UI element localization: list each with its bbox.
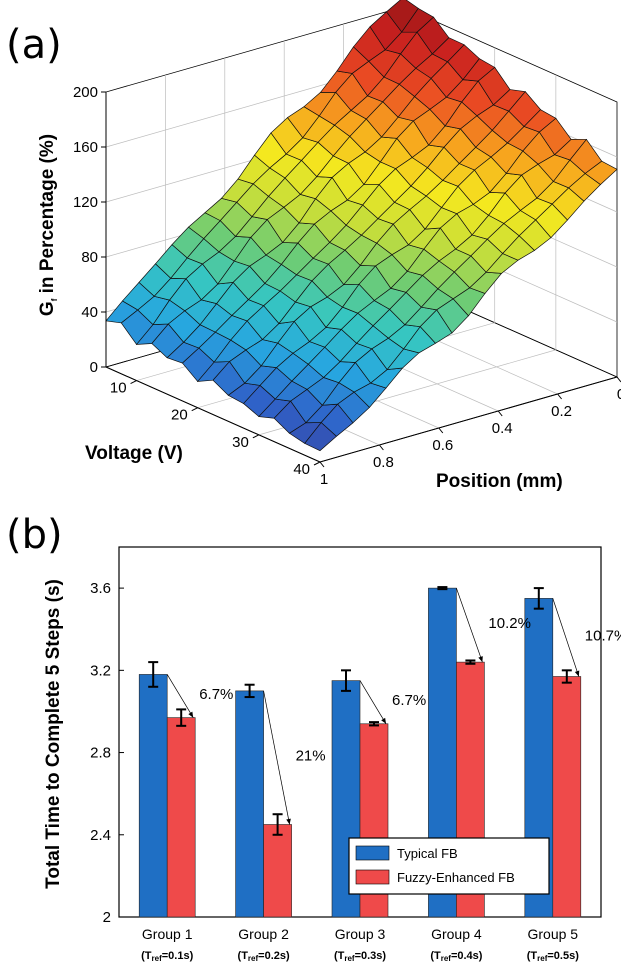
surface-plot: 0 40 80 120 160 200 10 20 30 40 1 0.8 0.6 0.4 0.2 0 G…: [37, 0, 621, 492]
position-axis-line: [319, 376, 618, 463]
voltage-axis-title: Voltage (V): [85, 443, 183, 464]
position-tick-mark: [497, 410, 503, 417]
bar-fuzzy: [263, 824, 292, 918]
bar-typical: [138, 674, 168, 918]
group-label: Group 3: [335, 926, 386, 942]
legend-label-typical: Typical FB: [397, 846, 458, 861]
y-tick-label: 3.6: [90, 580, 111, 597]
voltage-tick-label: 30: [232, 434, 249, 451]
z-tick-label: 120: [73, 194, 98, 211]
position-tick-mark: [616, 376, 621, 383]
legend: Typical FB Fuzzy-Enhanced FB: [348, 837, 550, 895]
voltage-tick-label: 40: [293, 461, 310, 478]
reduction-arrow: [456, 587, 483, 663]
voltage-tick-mark: [252, 434, 260, 439]
z-tick-label: 200: [73, 84, 98, 101]
reduction-arrow: [552, 598, 580, 677]
y-tick-label: 2.4: [90, 827, 111, 844]
voltage-tick-mark: [130, 380, 137, 385]
voltage-tick-label: 10: [110, 380, 127, 397]
bar-fuzzy: [166, 717, 196, 918]
tref-label: (Tref=0.2s): [238, 950, 290, 963]
tref-label: (Tref=0.1s): [141, 950, 193, 963]
group-label: Group 1: [142, 926, 193, 942]
reduction-arrowhead: [381, 717, 386, 724]
reduction-arrow: [359, 680, 387, 724]
z-tick-label: 80: [81, 249, 98, 266]
voltage-tick-mark: [313, 461, 321, 466]
voltage-axis-ticks: 10 20 30 40: [110, 380, 321, 478]
voltage-tick-mark: [191, 407, 198, 412]
position-tick-mark: [319, 461, 325, 468]
position-tick-label: 0.2: [551, 403, 572, 420]
y-tick-label: 2: [103, 909, 111, 926]
tref-label: (Tref=0.4s): [430, 950, 482, 963]
position-axis-ticks: 1 0.8 0.6 0.4 0.2 0: [319, 376, 621, 488]
voltage-axis-line: [105, 366, 321, 463]
position-tick-label: 0.4: [492, 420, 513, 437]
legend-label-fuzzy: Fuzzy-Enhanced FB: [397, 870, 515, 885]
reduction-label: 10.7%: [585, 627, 621, 644]
position-tick-label: 0.6: [432, 437, 453, 454]
voltage-tick-label: 20: [171, 407, 188, 424]
reduction-label: 6.7%: [392, 692, 426, 709]
group-label: Group 5: [528, 926, 579, 942]
z-axis-ticks: 0 40 80 120 160 200: [73, 84, 106, 376]
position-tick-mark: [557, 393, 562, 400]
legend-swatch-typical: [355, 845, 390, 861]
position-tick-mark: [438, 427, 444, 434]
bar-y-axis-ticks: 2 2.4 2.8 3.2 3.6: [90, 580, 124, 926]
reduction-label: 10.2%: [488, 615, 531, 632]
reduction-arrow: [263, 690, 290, 825]
panel-b-label: (b): [6, 512, 63, 558]
position-tick-label: 0: [617, 386, 621, 403]
group-label: Group 4: [431, 926, 482, 942]
reduction-label: 21%: [296, 748, 326, 765]
reduction-arrowhead: [574, 670, 580, 677]
z-tick-label: 0: [90, 359, 98, 376]
bar-chart: 2 2.4 2.8 3.2 3.6 6.7% 21% 6.7% 10.2% 10.7% Grou…: [43, 546, 621, 963]
reduction-arrowhead: [478, 656, 483, 663]
z-tick-label: 160: [73, 139, 98, 156]
z-axis-title: Gf in Percentage (%): [37, 134, 59, 316]
tref-label: (Tref=0.5s): [527, 950, 579, 963]
reduction-arrowhead: [188, 711, 194, 718]
bar-x-axis-labels: Group 1 (Tref=0.1s) Group 2 (Tref=0.2s) Grou…: [141, 926, 579, 963]
bar-typical: [235, 690, 264, 918]
legend-swatch-fuzzy: [355, 869, 390, 885]
reduction-annotations: 6.7% 21% 6.7% 10.2% 10.7%: [166, 587, 621, 825]
position-axis-title: Position (mm): [436, 471, 563, 492]
group-label: Group 2: [238, 926, 289, 942]
surface-cell: [584, 160, 618, 185]
y-tick-label: 2.8: [90, 745, 111, 762]
position-tick-label: 0.8: [373, 454, 394, 471]
bar-y-axis-title: Total Time to Complete 5 Steps (s): [43, 579, 64, 889]
reduction-label: 6.7%: [199, 686, 233, 703]
bar-fuzzy: [552, 676, 582, 918]
position-tick-label: 1: [320, 471, 328, 488]
panel-a-label: (a): [6, 22, 62, 68]
tref-label: (Tref=0.3s): [334, 950, 386, 963]
reduction-arrow: [166, 674, 194, 718]
position-tick-mark: [379, 444, 384, 451]
surface-axes: [105, 92, 618, 463]
reduction-arrowhead: [286, 818, 291, 825]
surface-mesh: [105, 0, 618, 452]
y-tick-label: 3.2: [90, 662, 111, 679]
z-tick-label: 40: [81, 304, 98, 321]
